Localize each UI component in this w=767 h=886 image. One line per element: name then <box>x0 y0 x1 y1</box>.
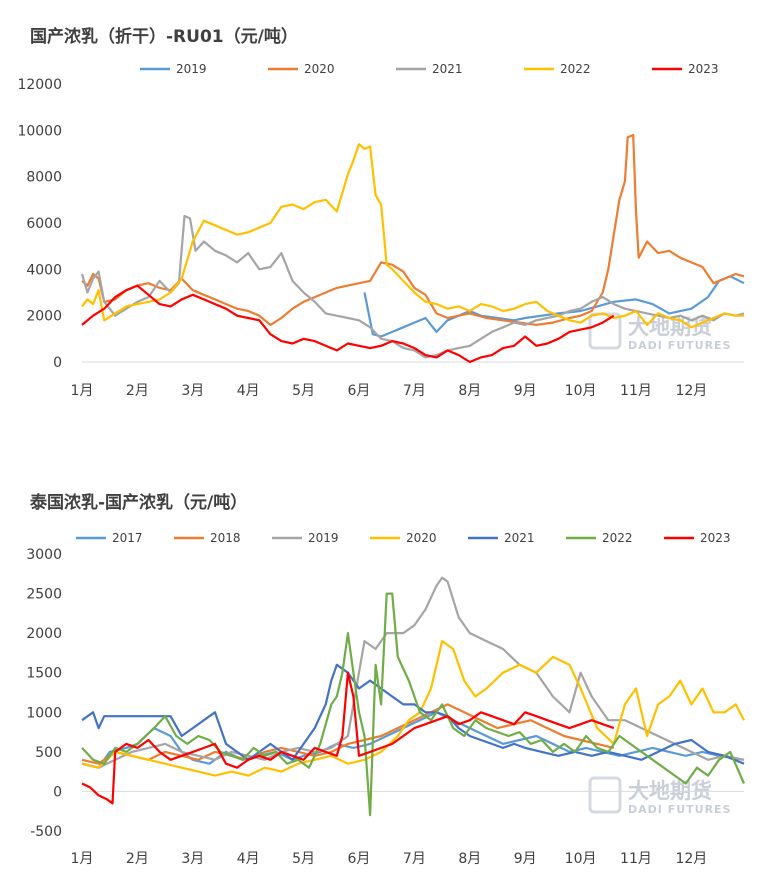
legend-label-2022: 2022 <box>602 531 633 545</box>
x-tick-label: 2月 <box>126 383 149 399</box>
series-line-2023 <box>81 284 615 364</box>
y-tick-label: 6000 <box>26 216 62 232</box>
series-line-2018 <box>81 703 615 765</box>
y-tick-label: 0 <box>53 355 62 371</box>
x-tick-label: 10月 <box>565 851 597 867</box>
series-line-2023 <box>81 671 615 805</box>
x-tick-label: 11月 <box>620 383 652 399</box>
series-line-2022 <box>81 143 744 329</box>
x-tick-label: 8月 <box>458 851 481 867</box>
legend-label-2022: 2022 <box>560 62 591 76</box>
x-tick-label: 9月 <box>514 851 537 867</box>
series-line-2020 <box>81 640 745 777</box>
y-tick-label: 2500 <box>26 587 62 603</box>
series-line-2020 <box>81 133 745 326</box>
legend-label-2019: 2019 <box>176 62 207 76</box>
legend-label-2020: 2020 <box>406 531 437 545</box>
x-tick-label: 5月 <box>292 383 315 399</box>
x-tick-label: 8月 <box>458 383 481 399</box>
chart-title-top: 国产浓乳（折干）-RU01（元/吨） <box>30 27 298 47</box>
y-tick-label: 3000 <box>26 547 62 563</box>
x-tick-label: 6月 <box>348 383 371 399</box>
watermark-sub: DADI FUTURES <box>628 803 732 816</box>
y-tick-label: 2000 <box>26 309 62 325</box>
watermark-logo-icon <box>588 312 622 350</box>
x-tick-label: 12月 <box>675 383 707 399</box>
x-tick-label: 5月 <box>292 851 315 867</box>
x-tick-label: 7月 <box>403 851 426 867</box>
watermark-sub: DADI FUTURES <box>628 339 732 352</box>
legend-label-2023: 2023 <box>688 62 719 76</box>
series-line-2022 <box>81 592 746 817</box>
x-tick-label: 2月 <box>126 851 149 867</box>
y-tick-label: 10000 <box>17 123 62 139</box>
y-tick-label: 2000 <box>26 626 62 642</box>
chart-title-bottom: 泰国浓乳-国产浓乳（元/吨） <box>30 493 248 513</box>
x-tick-label: 1月 <box>71 383 94 399</box>
x-tick-label: 3月 <box>181 851 204 867</box>
x-tick-label: 7月 <box>403 383 426 399</box>
x-tick-label: 9月 <box>514 383 537 399</box>
y-tick-label: -500 <box>30 824 62 840</box>
legend-label-2023: 2023 <box>700 531 731 545</box>
legend-label-2021: 2021 <box>504 531 535 545</box>
x-tick-label: 6月 <box>348 851 371 867</box>
y-tick-label: 8000 <box>26 170 62 186</box>
x-tick-label: 11月 <box>620 851 652 867</box>
legend-label-2017: 2017 <box>112 531 143 545</box>
x-tick-label: 3月 <box>181 383 204 399</box>
x-tick-label: 10月 <box>565 383 597 399</box>
y-tick-label: 12000 <box>17 77 62 93</box>
legend-label-2021: 2021 <box>432 62 463 76</box>
series-line-2021 <box>81 663 745 765</box>
y-tick-label: 4000 <box>26 262 62 278</box>
x-tick-label: 12月 <box>675 851 707 867</box>
legend-label-2019: 2019 <box>308 531 339 545</box>
y-tick-label: 1000 <box>26 705 62 721</box>
legend-label-2018: 2018 <box>210 531 241 545</box>
legend-label-2020: 2020 <box>304 62 335 76</box>
series-line-2019 <box>363 275 745 338</box>
y-tick-label: 0 <box>53 784 62 800</box>
x-tick-label: 4月 <box>237 383 260 399</box>
y-tick-label: 1500 <box>26 666 62 682</box>
x-tick-label: 4月 <box>237 851 260 867</box>
watermark-logo-icon <box>588 776 622 814</box>
x-tick-label: 1月 <box>71 851 94 867</box>
y-tick-label: 500 <box>35 745 62 761</box>
